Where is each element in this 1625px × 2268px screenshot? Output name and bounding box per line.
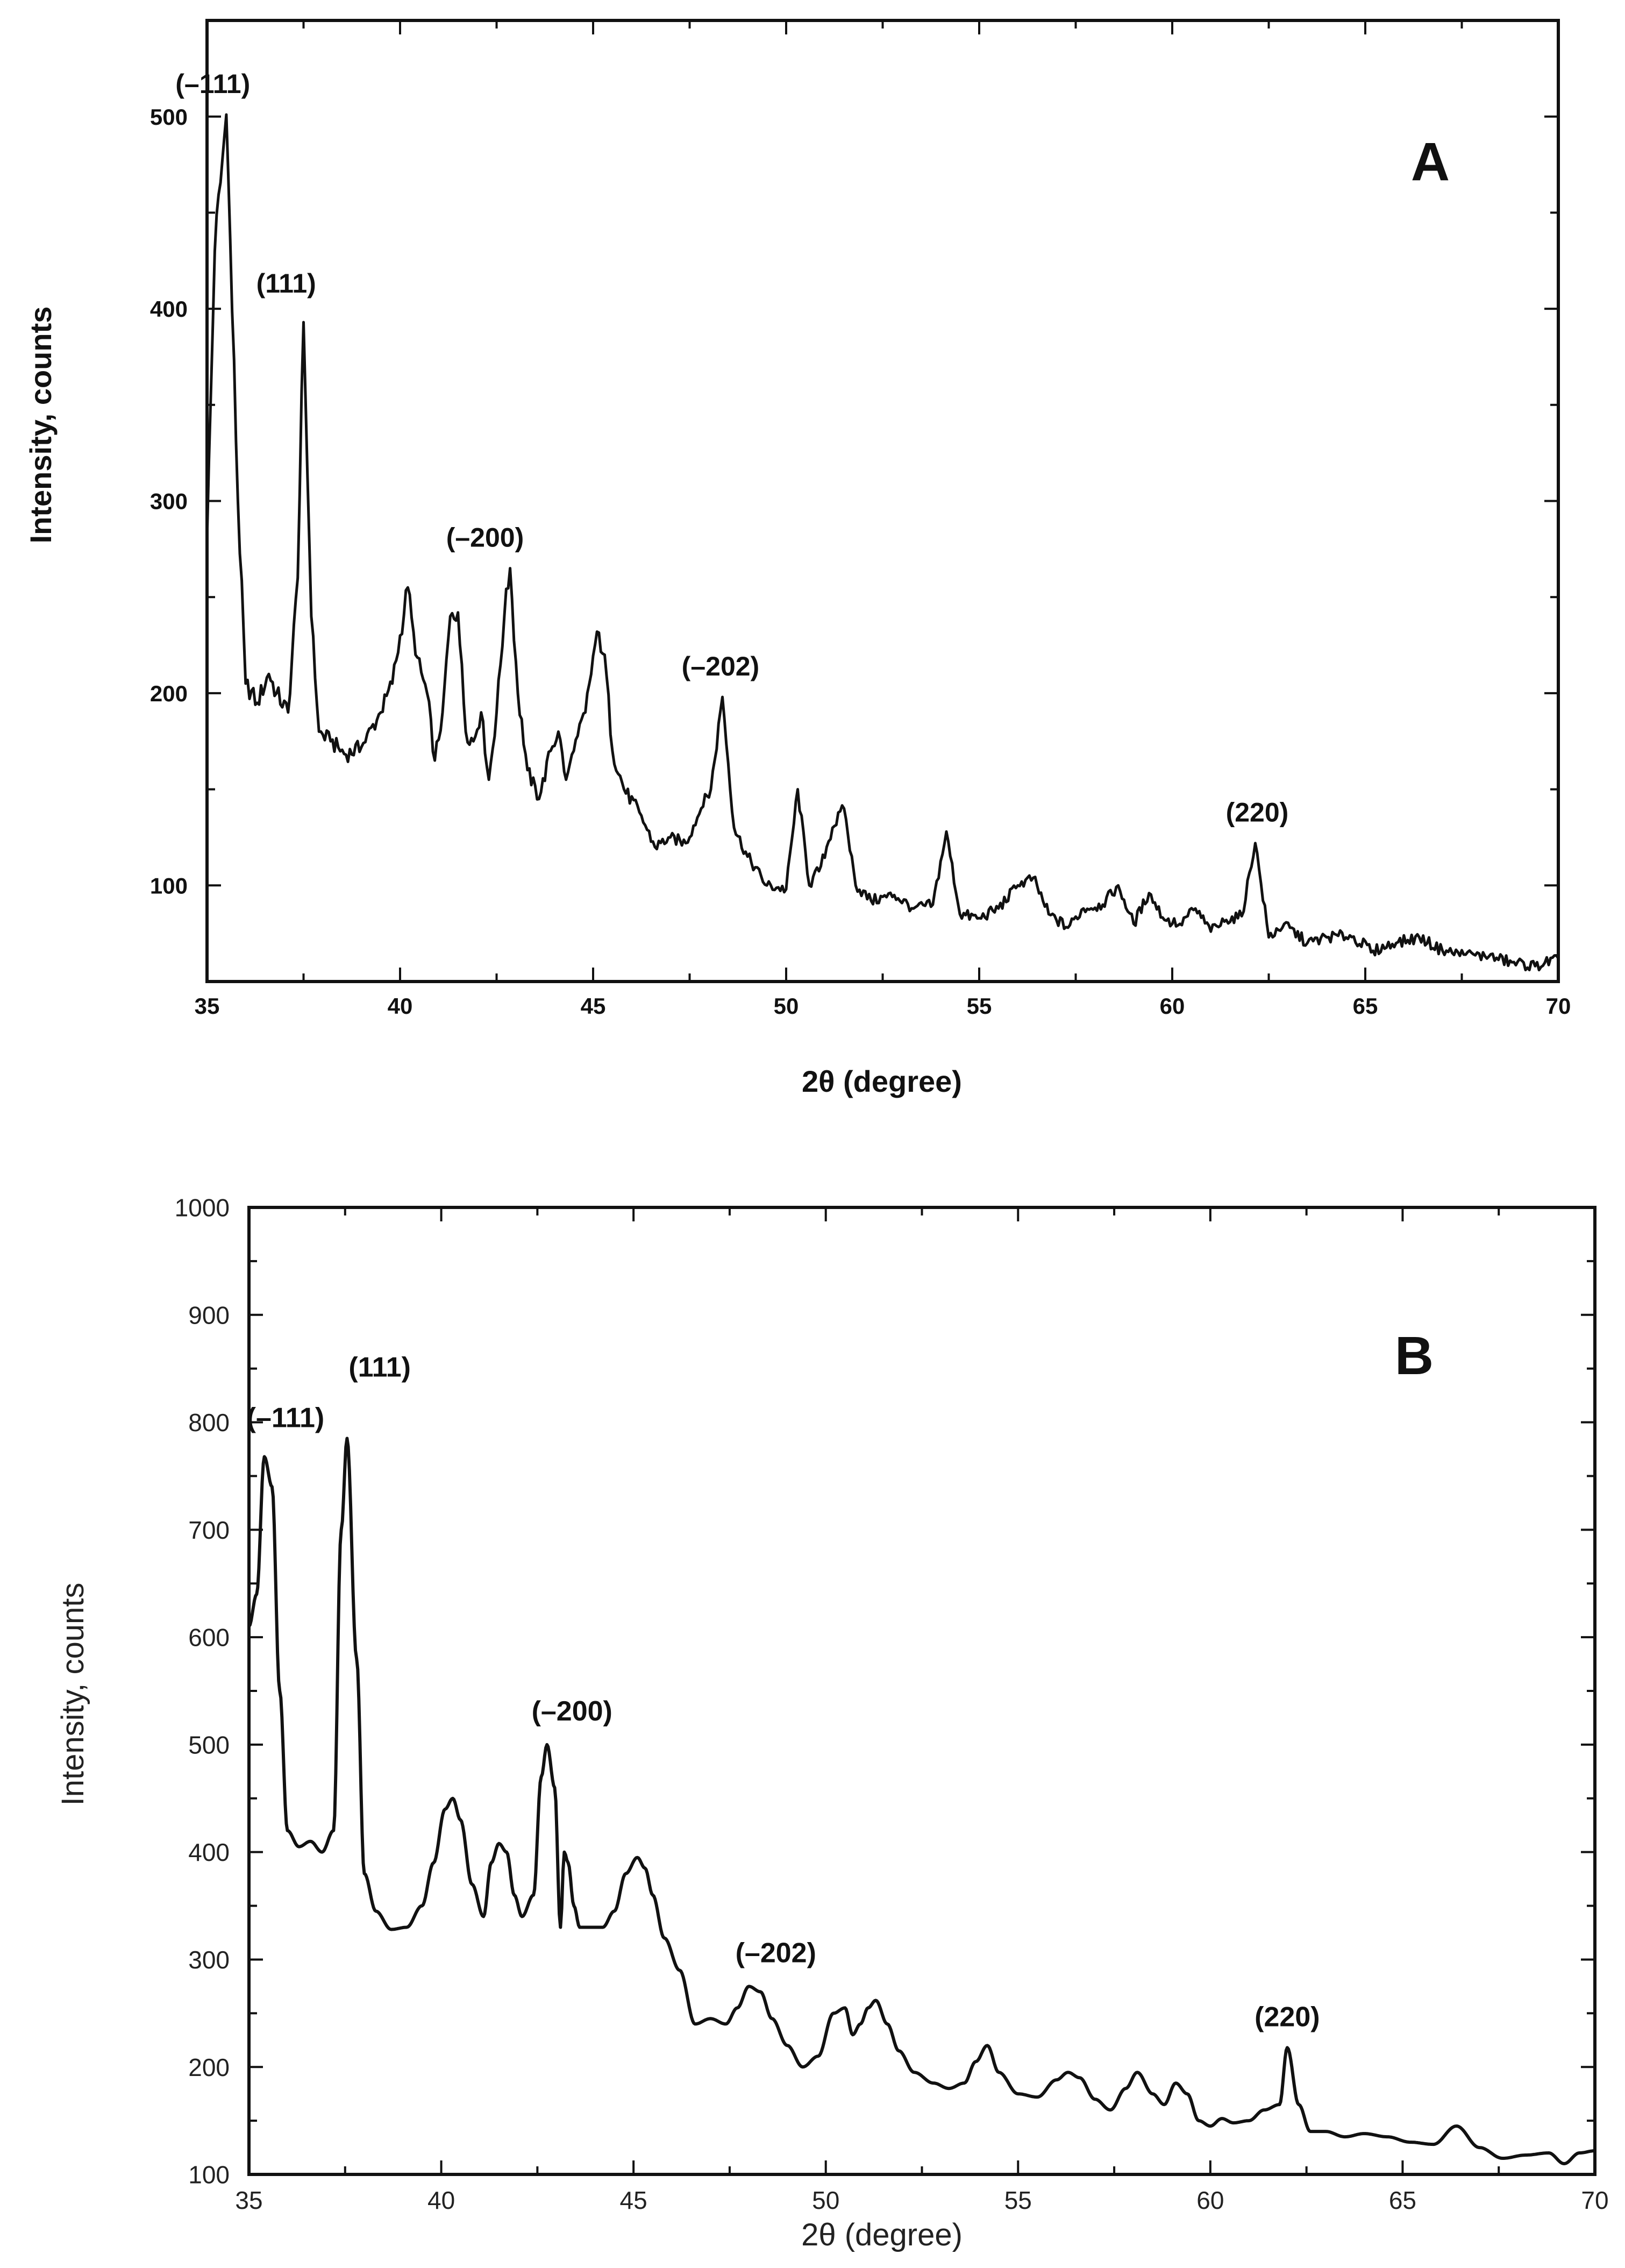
x-tick-label: 70 bbox=[1546, 993, 1571, 1019]
y-tick-label: 300 bbox=[150, 489, 188, 514]
plot-frame bbox=[247, 1206, 1597, 2176]
x-tick-label: 55 bbox=[967, 993, 992, 1019]
peak-label: (–202) bbox=[736, 1937, 816, 1968]
peak-label: (–200) bbox=[532, 1696, 612, 1727]
peak-label: (111) bbox=[256, 268, 316, 298]
x-tick-label: 70 bbox=[1581, 2186, 1608, 2214]
plot-frame bbox=[205, 19, 1560, 983]
panel-label: A bbox=[1411, 132, 1450, 192]
chart-a: 35 40 45 50 55 60 65 70 100 200 300 400 500 2θ (degre… bbox=[24, 19, 1571, 1098]
y-tick-label: 100 bbox=[150, 873, 188, 898]
x-axis-title: 2θ (degree) bbox=[802, 1064, 962, 1098]
x-tick-label: 45 bbox=[620, 2186, 647, 2214]
x-tick-label: 50 bbox=[812, 2186, 839, 2214]
x-tick-label: 55 bbox=[1004, 2186, 1032, 2214]
y-tick-label: 500 bbox=[188, 1731, 230, 1759]
x-tick-label: 40 bbox=[388, 993, 413, 1019]
x-tick-label: 65 bbox=[1353, 993, 1378, 1019]
y-tick-label: 700 bbox=[188, 1516, 230, 1544]
peak-label: (–111) bbox=[175, 69, 250, 99]
peak-label: (–202) bbox=[682, 651, 760, 681]
peak-label: (–111) bbox=[247, 1402, 325, 1433]
peak-label: (111) bbox=[348, 1352, 411, 1383]
x-tick-label: 45 bbox=[581, 993, 606, 1019]
y-tick-label: 400 bbox=[150, 296, 188, 322]
x-tick-label: 40 bbox=[427, 2186, 455, 2214]
y-tick-label: 600 bbox=[188, 1624, 230, 1652]
x-axis-title: 2θ (degree) bbox=[801, 2217, 963, 2252]
y-tick-label: 200 bbox=[188, 2053, 230, 2081]
y-tick-label: 800 bbox=[188, 1409, 230, 1437]
series-line-A bbox=[205, 113, 1560, 972]
y-tick-label: 500 bbox=[150, 104, 188, 130]
y-tick-label: 900 bbox=[188, 1301, 230, 1329]
y-tick-label: 300 bbox=[188, 1946, 230, 1974]
peak-label: (220) bbox=[1226, 798, 1289, 828]
panel-label: B bbox=[1395, 1326, 1434, 1386]
y-axis-title: Intensity, counts bbox=[24, 307, 58, 544]
y-tick-label: 100 bbox=[188, 2161, 230, 2189]
x-tick-label: 60 bbox=[1160, 993, 1185, 1019]
y-tick-label: 400 bbox=[188, 1838, 230, 1866]
x-tick-label: 35 bbox=[195, 993, 220, 1019]
x-tick-label: 50 bbox=[774, 993, 799, 1019]
x-tick-label: 35 bbox=[235, 2186, 262, 2214]
chart-b: 35 40 45 50 55 60 65 70 100 200 300 400 500 600 700 800… bbox=[55, 1194, 1609, 2252]
peak-label: (220) bbox=[1255, 2001, 1320, 2032]
y-axis-title: Intensity, counts bbox=[55, 1583, 90, 1806]
peak-label: (–200) bbox=[446, 523, 524, 553]
x-tick-label: 65 bbox=[1389, 2186, 1416, 2214]
y-tick-label: 200 bbox=[150, 681, 188, 706]
series-line-B bbox=[247, 1437, 1597, 2165]
x-tick-label: 60 bbox=[1196, 2186, 1224, 2214]
y-tick-label: 1000 bbox=[175, 1194, 230, 1222]
